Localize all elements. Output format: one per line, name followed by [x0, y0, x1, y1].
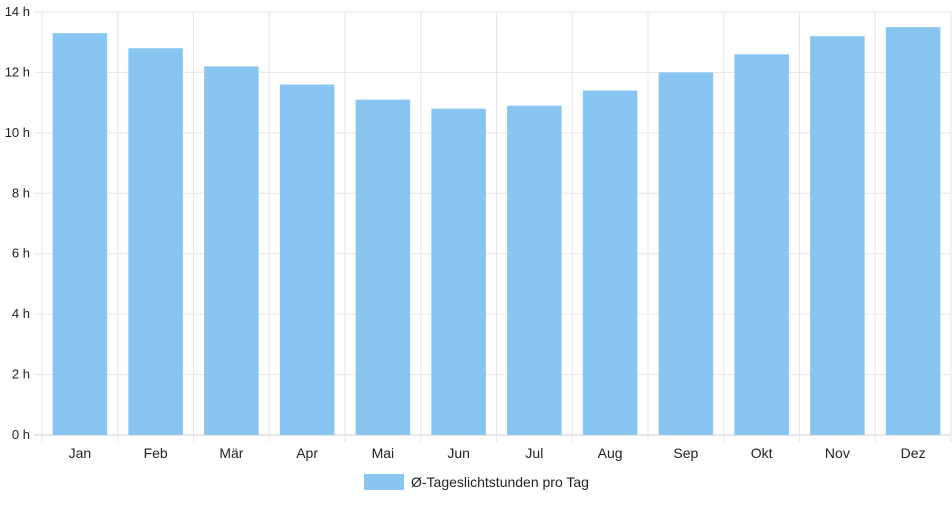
bar-sep[interactable]	[658, 72, 714, 435]
x-tick-label: Jun	[447, 445, 470, 461]
legend[interactable]: Ø-Tageslichtstunden pro Tag	[364, 474, 589, 490]
x-tick-label: Dez	[901, 445, 926, 461]
x-tick-label: Nov	[825, 445, 850, 461]
bar-okt[interactable]	[734, 54, 789, 436]
y-tick-label: 0 h	[12, 427, 30, 442]
bar-mai[interactable]	[355, 99, 411, 435]
x-tick-label: Jan	[69, 445, 92, 461]
x-tick-label: Mär	[219, 445, 243, 461]
bar-nov[interactable]	[810, 36, 865, 436]
y-tick-label: 2 h	[12, 367, 30, 382]
bar-aug[interactable]	[582, 90, 638, 436]
legend-swatch[interactable]	[364, 474, 404, 490]
bar-mär[interactable]	[204, 66, 259, 435]
y-tick-label: 6 h	[12, 246, 30, 261]
x-tick-label: Feb	[144, 445, 168, 461]
x-tick-label: Sep	[673, 445, 698, 461]
bar-jun[interactable]	[431, 108, 486, 435]
bar-jan[interactable]	[52, 33, 108, 436]
y-tick-label: 10 h	[5, 125, 30, 140]
bars	[52, 27, 941, 436]
x-tick-label: Okt	[751, 445, 773, 461]
x-tick-label: Apr	[296, 445, 318, 461]
bar-feb[interactable]	[128, 48, 183, 435]
grid-lines	[34, 11, 952, 442]
x-tick-label: Aug	[598, 445, 623, 461]
bar-dez[interactable]	[885, 27, 941, 435]
y-tick-label: 4 h	[12, 306, 30, 321]
y-tick-label: 8 h	[12, 185, 30, 200]
bar-jul[interactable]	[507, 105, 562, 436]
x-tick-label: Jul	[525, 445, 543, 461]
x-tick-label: Mai	[372, 445, 395, 461]
y-tick-label: 12 h	[5, 64, 30, 79]
legend-label[interactable]: Ø-Tageslichtstunden pro Tag	[411, 474, 589, 490]
bar-apr[interactable]	[279, 84, 335, 435]
y-tick-label: 14 h	[5, 4, 30, 19]
axes: 0 h 2 h 4 h 6 h 8 h 10 h 12 h 14 h Jan Feb Mär Apr M…	[5, 4, 926, 461]
